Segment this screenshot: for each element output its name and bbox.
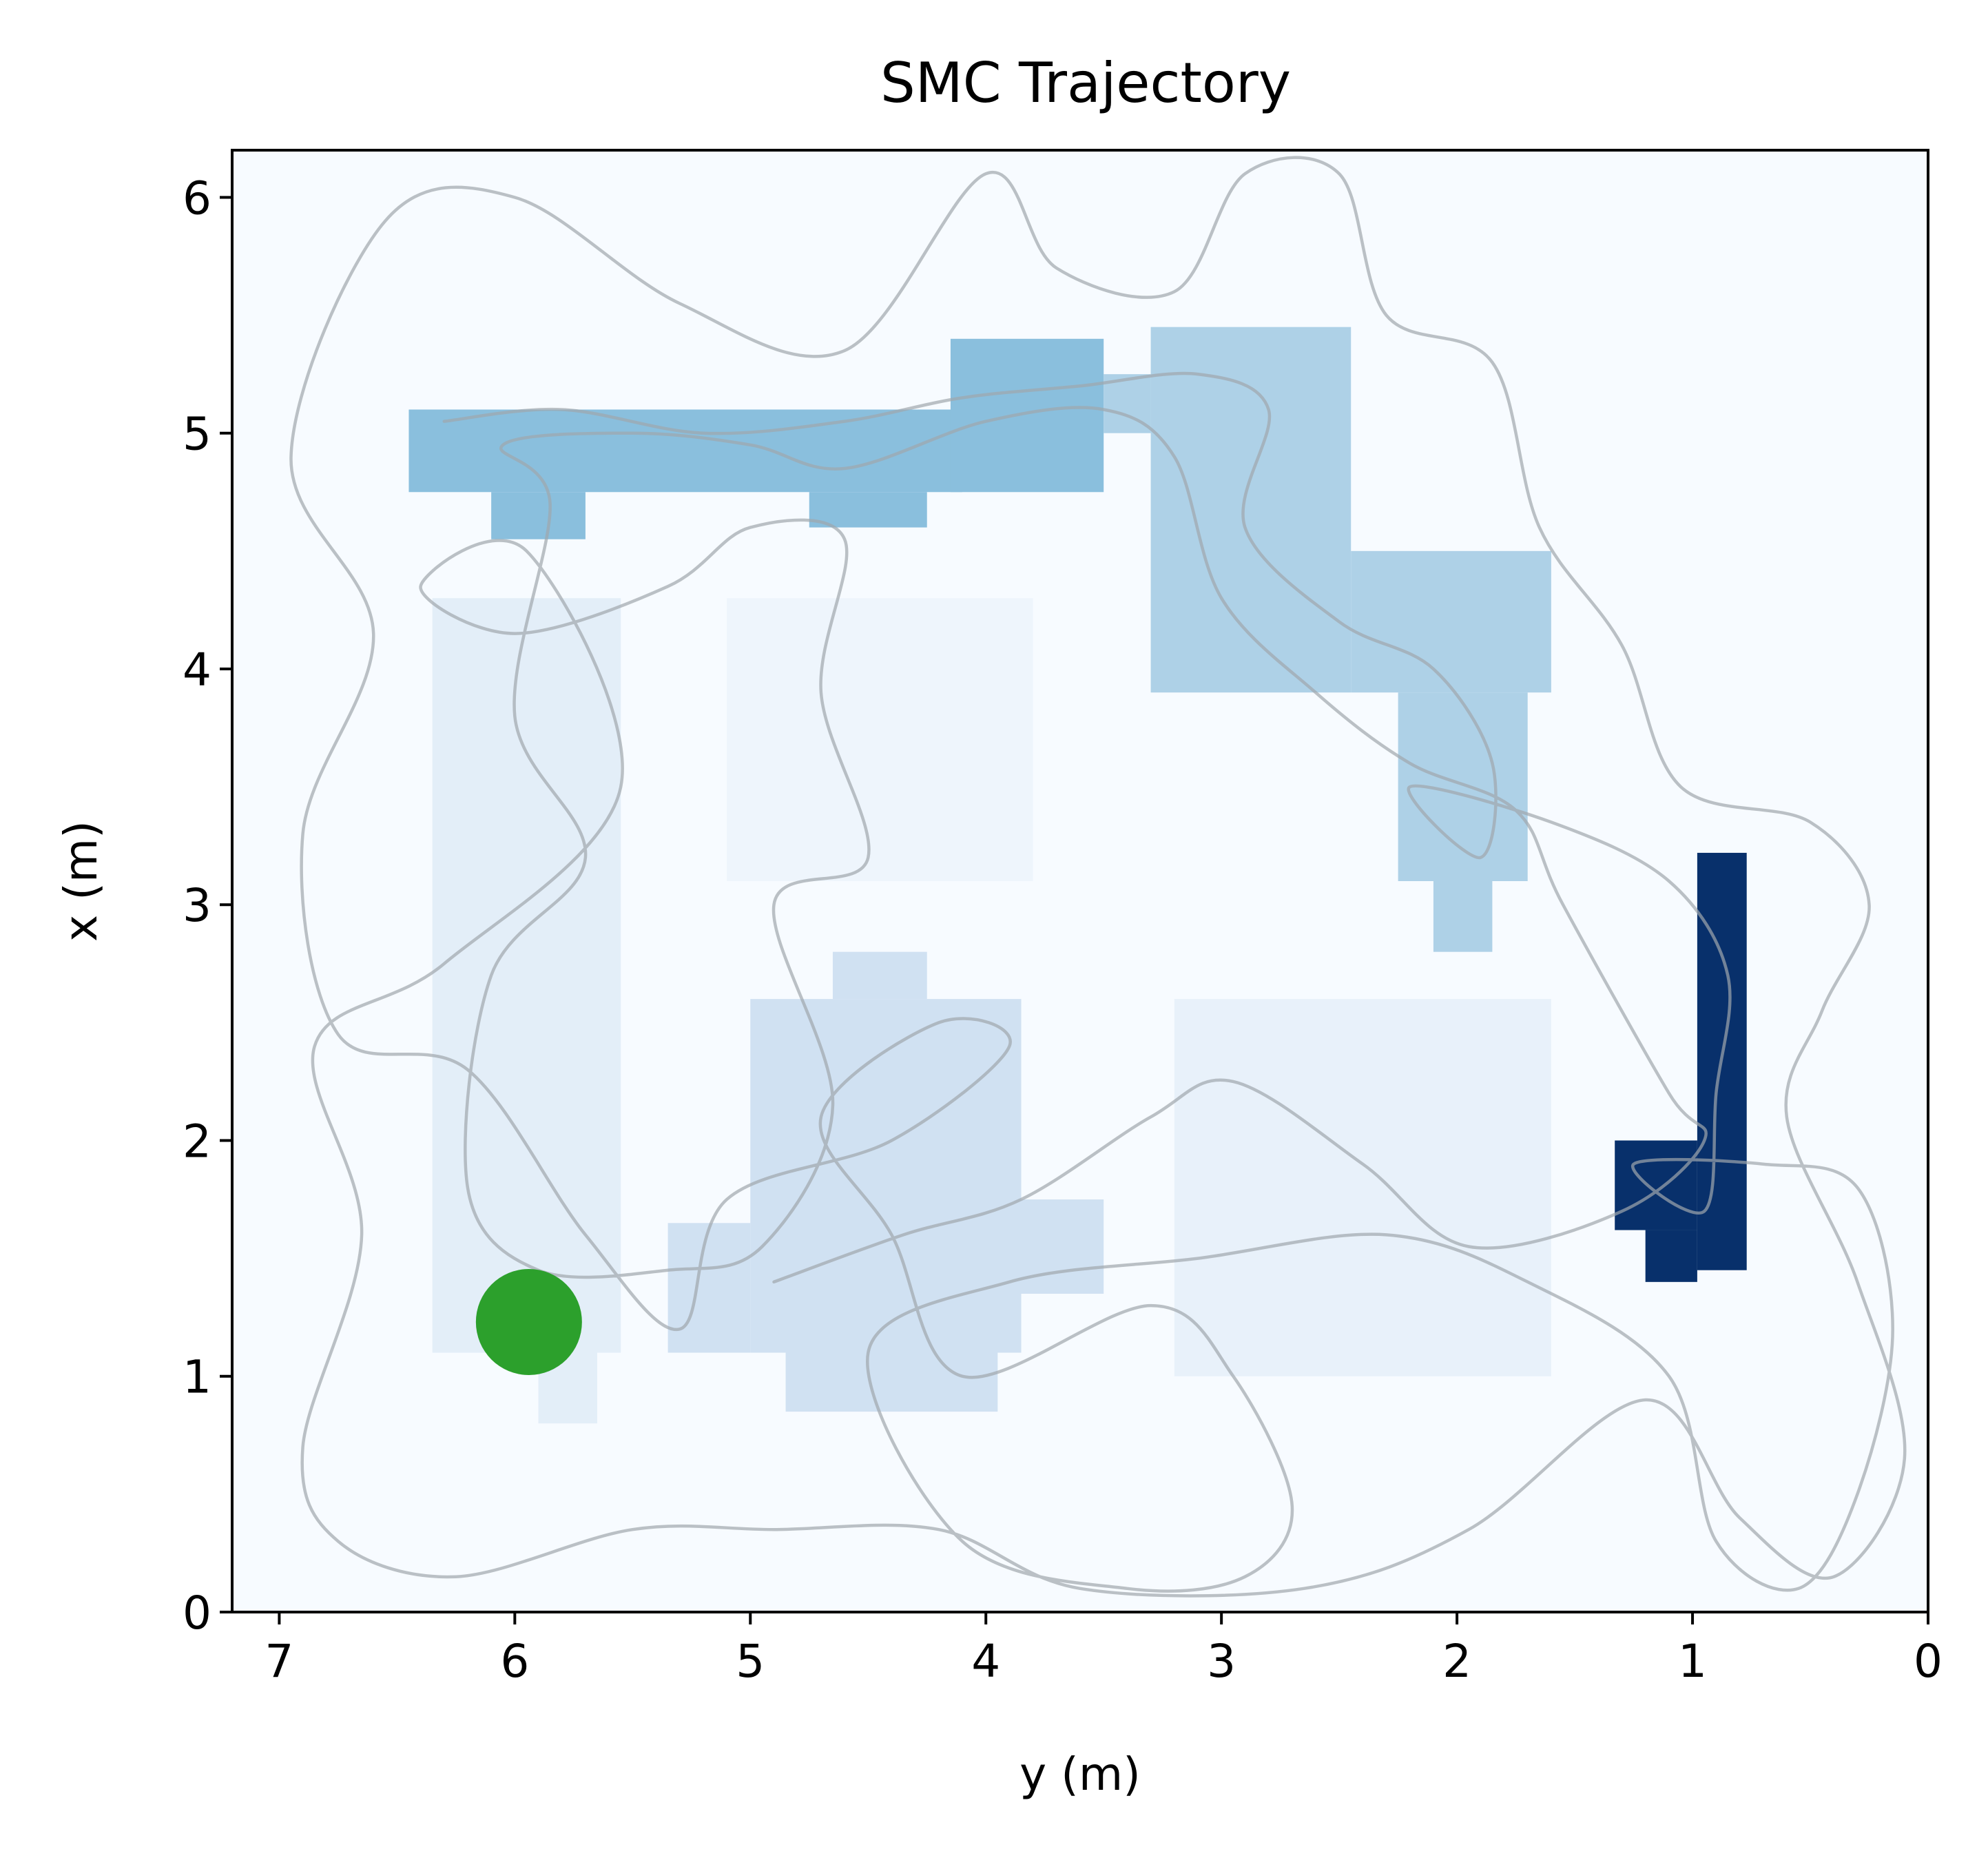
coverage-region-bottom-center-left bbox=[667, 1223, 751, 1353]
x-axis-label: y (m) bbox=[1019, 1748, 1141, 1801]
x-tick-label: 6 bbox=[500, 1635, 529, 1688]
coverage-region-center-column bbox=[727, 598, 1033, 881]
y-tick-label: 0 bbox=[183, 1587, 211, 1640]
coverage-region-bottom-center-top bbox=[832, 951, 927, 1000]
x-tick-label: 1 bbox=[1678, 1635, 1707, 1688]
x-tick-label: 5 bbox=[736, 1635, 765, 1688]
x-tick-label: 4 bbox=[971, 1635, 1000, 1688]
x-tick-label: 7 bbox=[265, 1635, 293, 1688]
coverage-region-top-bar-lower-right bbox=[809, 492, 927, 528]
coverage-region-diagonal-block bbox=[1351, 550, 1551, 693]
coverage-region-bottom-center bbox=[750, 999, 1022, 1353]
coverage-region-bottom-right bbox=[1174, 999, 1551, 1376]
y-tick-label: 2 bbox=[183, 1115, 211, 1168]
y-tick-label: 1 bbox=[183, 1351, 211, 1404]
y-tick-label: 6 bbox=[183, 172, 211, 225]
x-tick-label: 3 bbox=[1207, 1635, 1236, 1688]
trajectory-layer bbox=[289, 156, 1907, 1598]
coverage-region-top-bar-bump bbox=[950, 338, 1104, 493]
coverage-region-top-bar-lower-left bbox=[491, 492, 586, 539]
plot-frame bbox=[231, 149, 1929, 1613]
coverage-region-right-bar-foot bbox=[1615, 1140, 1697, 1230]
coverage-region-top-bar bbox=[408, 409, 963, 493]
coverage-region-left-column bbox=[432, 598, 621, 1353]
x-tick-label: 0 bbox=[1914, 1635, 1943, 1688]
trajectory-line bbox=[289, 156, 1907, 1598]
x-axis-ticks: 7 6 5 4 3 2 1 0 bbox=[265, 1612, 1943, 1688]
x-tick-label: 2 bbox=[1442, 1635, 1471, 1688]
y-tick-label: 3 bbox=[183, 879, 211, 932]
coverage-region-right-bar-foot-low bbox=[1645, 1230, 1697, 1282]
chart-title: SMC Trajectory bbox=[880, 51, 1291, 115]
y-tick-label: 5 bbox=[183, 408, 211, 461]
start-marker-layer bbox=[475, 1269, 582, 1376]
start-marker bbox=[475, 1269, 582, 1376]
y-tick-label: 4 bbox=[183, 643, 211, 696]
coverage-region-bottom-center-right bbox=[1021, 1199, 1104, 1294]
coverage-region-diagonal-foot bbox=[1433, 881, 1493, 952]
y-axis-label: x (m) bbox=[54, 820, 107, 942]
y-axis-ticks: 0 1 2 3 4 5 6 bbox=[183, 172, 232, 1640]
coverage-region-bottom-center-foot bbox=[785, 1352, 998, 1412]
